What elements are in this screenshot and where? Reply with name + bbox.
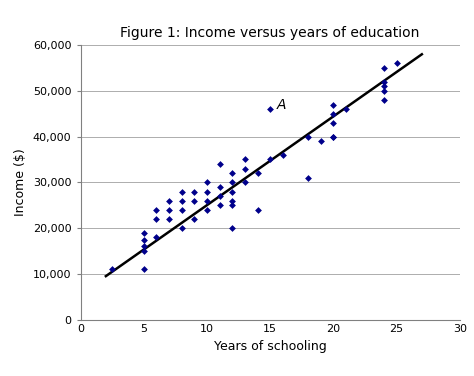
Point	[178, 198, 185, 204]
Title: Figure 1: Income versus years of education: Figure 1: Income versus years of educati…	[120, 26, 420, 40]
Point	[165, 207, 173, 213]
Point	[254, 207, 261, 213]
Point	[178, 207, 185, 213]
Point	[228, 198, 236, 204]
Point	[380, 97, 388, 103]
Point	[393, 61, 401, 67]
Point	[241, 179, 249, 185]
Point	[178, 225, 185, 231]
Point	[153, 234, 160, 240]
Point	[317, 138, 325, 144]
Text: A: A	[276, 98, 286, 112]
Point	[266, 156, 274, 162]
Point	[203, 207, 211, 213]
Point	[153, 216, 160, 222]
Point	[203, 188, 211, 194]
Point	[191, 188, 198, 194]
Point	[216, 184, 223, 190]
Point	[228, 179, 236, 185]
Point	[329, 120, 337, 126]
Point	[380, 65, 388, 71]
Point	[228, 188, 236, 194]
Point	[266, 106, 274, 112]
Point	[228, 225, 236, 231]
Point	[304, 133, 312, 139]
Point	[241, 165, 249, 171]
Y-axis label: Income ($): Income ($)	[14, 149, 27, 216]
Point	[203, 198, 211, 204]
Point	[241, 156, 249, 162]
Point	[216, 193, 223, 199]
Point	[140, 243, 147, 249]
Point	[216, 161, 223, 167]
Point	[329, 102, 337, 108]
Point	[380, 79, 388, 85]
Point	[380, 83, 388, 89]
Point	[329, 133, 337, 139]
Point	[140, 237, 147, 243]
Point	[140, 248, 147, 254]
Point	[329, 133, 337, 139]
Point	[109, 266, 116, 272]
Point	[254, 170, 261, 176]
X-axis label: Years of schooling: Years of schooling	[214, 340, 327, 353]
Point	[165, 216, 173, 222]
Point	[380, 88, 388, 94]
Point	[165, 198, 173, 204]
Point	[178, 188, 185, 194]
Point	[228, 202, 236, 208]
Point	[342, 106, 350, 112]
Point	[191, 216, 198, 222]
Point	[216, 202, 223, 208]
Point	[228, 170, 236, 176]
Point	[203, 179, 211, 185]
Point	[140, 230, 147, 236]
Point	[140, 266, 147, 272]
Point	[279, 152, 287, 158]
Point	[191, 198, 198, 204]
Point	[329, 111, 337, 117]
Point	[153, 207, 160, 213]
Point	[304, 175, 312, 181]
